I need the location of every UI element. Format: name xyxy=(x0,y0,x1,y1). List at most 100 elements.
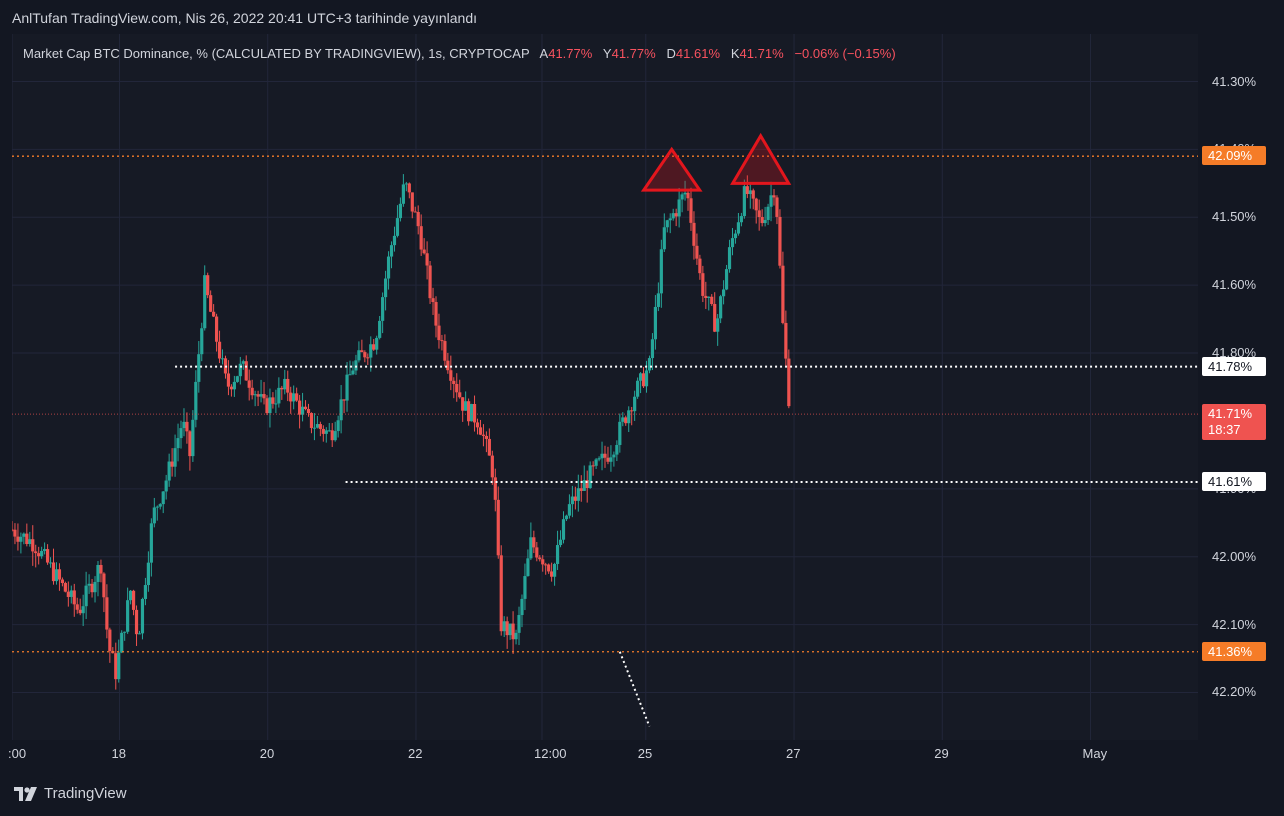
candle-body xyxy=(713,304,717,332)
candle-body xyxy=(43,549,47,551)
candle-body xyxy=(395,218,400,236)
candle-body xyxy=(117,652,121,680)
candle-body xyxy=(31,539,35,552)
legend-change: −0.06% (−0.15%) xyxy=(794,46,896,61)
candle-body xyxy=(295,393,299,401)
candle-body xyxy=(179,428,183,439)
candle-body xyxy=(440,340,444,342)
candle-body xyxy=(505,621,509,636)
candle-body xyxy=(437,325,441,341)
candle-body xyxy=(354,360,358,371)
triangle-annotation xyxy=(730,132,792,185)
candle-body xyxy=(28,539,32,545)
candle-body xyxy=(564,515,569,520)
candle-body xyxy=(514,632,518,640)
candle-body xyxy=(327,430,331,432)
candle-body xyxy=(425,253,429,266)
candle-body xyxy=(357,350,361,361)
publish-info: AnlTufan TradingView.com, Nis 26, 2022 2… xyxy=(12,10,477,26)
candle-body xyxy=(214,316,219,342)
candle-body xyxy=(751,190,755,199)
candle-body xyxy=(360,350,364,353)
candle-body xyxy=(312,427,317,429)
candle-body xyxy=(289,392,293,402)
candle-body xyxy=(434,302,438,326)
bar-countdown: 18:37 xyxy=(1208,422,1241,438)
candle-body xyxy=(321,428,325,434)
candle-body xyxy=(665,220,669,228)
candle-body xyxy=(422,249,426,254)
candle-body xyxy=(760,217,764,224)
candle-body xyxy=(217,341,222,359)
candle-body xyxy=(324,430,328,434)
candle-body xyxy=(212,311,216,317)
candle-body xyxy=(203,275,207,329)
candle-body xyxy=(787,358,791,407)
candle-body xyxy=(520,598,524,616)
candle-body xyxy=(309,413,314,428)
chart-area[interactable] xyxy=(12,34,1198,740)
candle-body xyxy=(363,352,367,358)
candle-body xyxy=(538,557,542,560)
candle-body xyxy=(262,394,266,399)
candle-body xyxy=(78,609,82,614)
candle-body xyxy=(114,653,118,680)
candle-body xyxy=(283,378,287,390)
candle-body xyxy=(588,465,592,489)
candle-body xyxy=(161,491,165,505)
candle-body xyxy=(555,545,560,564)
candle-body xyxy=(182,421,186,429)
candle-body xyxy=(134,609,139,635)
candle-body xyxy=(475,422,480,428)
candle-body xyxy=(167,461,171,481)
chart-svg[interactable] xyxy=(12,34,1198,740)
candle-body xyxy=(748,190,752,195)
candle-body xyxy=(333,431,337,441)
candle-body xyxy=(140,598,145,634)
candle-body xyxy=(644,370,649,387)
candle-body xyxy=(636,380,640,397)
legend-close-value: 41.71% xyxy=(739,46,784,61)
candle-body xyxy=(692,222,696,246)
candle-body xyxy=(123,631,127,633)
candle-body xyxy=(638,373,643,381)
candle-body xyxy=(499,555,503,632)
candle-body xyxy=(102,573,106,598)
candle-body xyxy=(404,183,408,185)
candle-body xyxy=(428,265,432,299)
candle-body xyxy=(641,373,646,387)
time-tick-label: May xyxy=(1082,746,1108,761)
legend-low-label: D xyxy=(666,46,676,61)
price-tag-support: 41.36% xyxy=(1202,641,1266,661)
candle-body xyxy=(398,203,403,219)
price-tick-label: 42.00% xyxy=(1212,548,1257,564)
candle-body xyxy=(544,564,548,566)
candle-body xyxy=(383,278,388,298)
tradingview-brand[interactable]: TradingView xyxy=(14,785,127,802)
candle-body xyxy=(469,404,474,422)
candle-body xyxy=(778,216,782,266)
candle-body xyxy=(12,529,14,531)
candle-body xyxy=(87,583,91,586)
candle-body xyxy=(618,421,622,445)
candle-body xyxy=(19,536,23,542)
candle-body xyxy=(701,273,705,296)
time-tick-label: 22 xyxy=(407,746,423,761)
candle-body xyxy=(552,563,557,577)
candle-body xyxy=(126,600,130,632)
candle-body xyxy=(84,585,88,607)
candle-body xyxy=(650,339,655,359)
price-tick-label: 41.60% xyxy=(1212,277,1257,293)
candle-body xyxy=(766,206,770,220)
candle-body xyxy=(206,275,210,296)
candle-body xyxy=(45,549,50,563)
candle-body xyxy=(253,394,257,396)
candle-body xyxy=(606,457,610,462)
legend-open-label: A xyxy=(539,46,549,61)
candle-body xyxy=(90,583,94,593)
candle-body xyxy=(722,289,726,297)
candle-body xyxy=(330,430,334,441)
candle-body xyxy=(152,507,156,524)
candle-body xyxy=(615,444,619,455)
candle-body xyxy=(164,480,168,492)
